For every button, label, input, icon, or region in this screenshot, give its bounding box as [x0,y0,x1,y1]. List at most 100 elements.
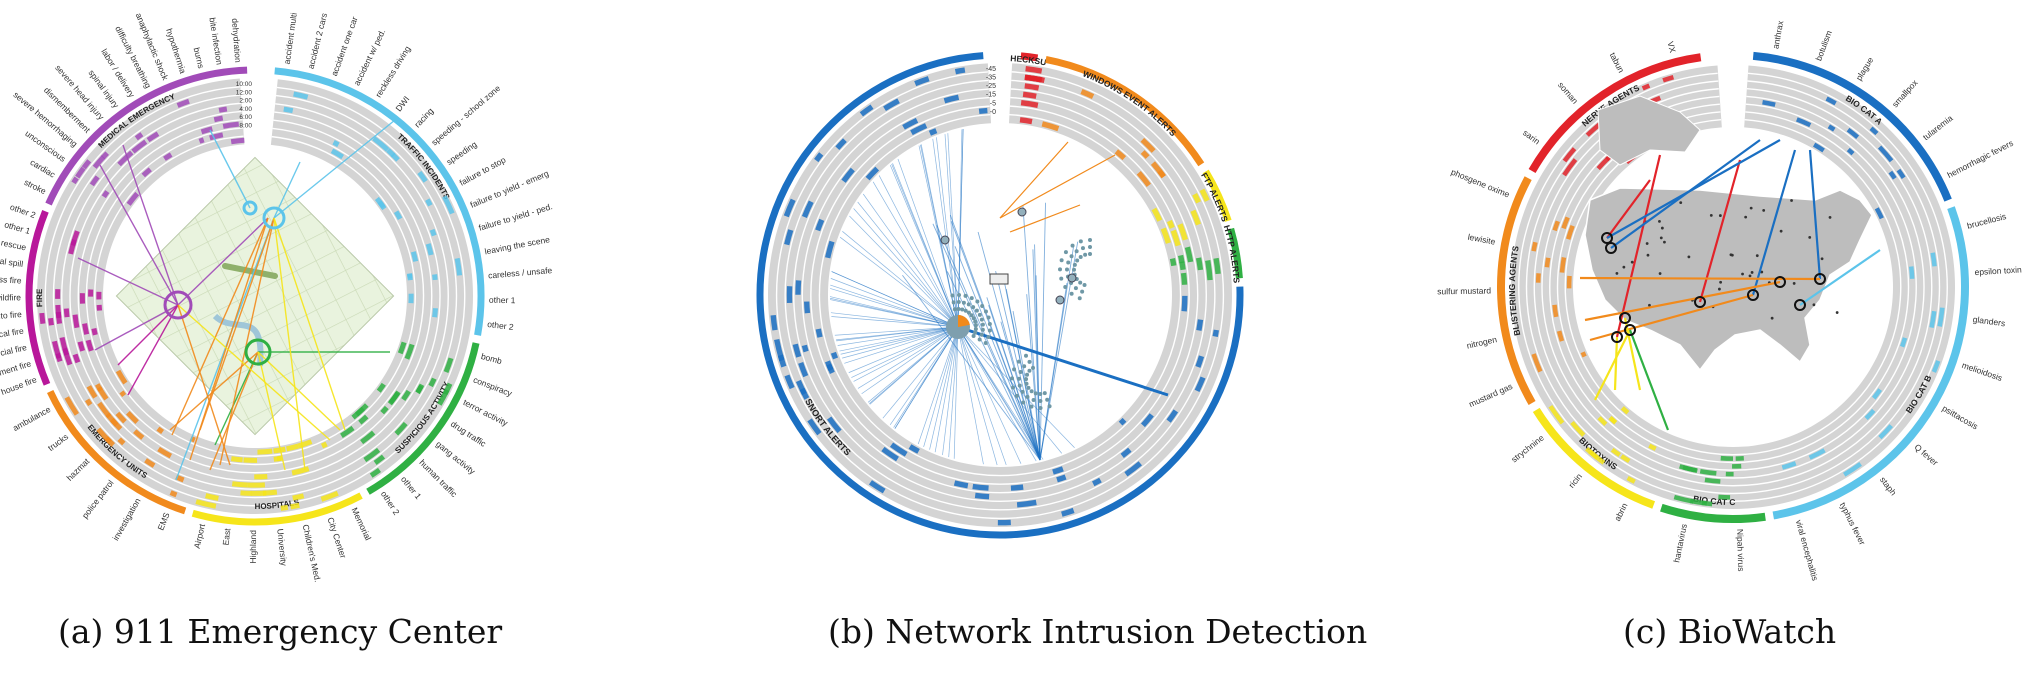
network-link [1009,204,1081,233]
event-mark [243,457,258,463]
event-mark [101,190,110,199]
category-label: chemical spill [0,252,24,269]
connection-line [214,351,259,446]
event-mark [1556,330,1565,342]
event-mark [96,427,112,444]
event-mark [1874,207,1884,220]
event-mark [1662,74,1675,83]
network-link [894,326,959,429]
event-mark [363,447,381,463]
network-link [957,326,1041,461]
event-mark [1024,74,1043,83]
event-mark [240,490,252,496]
network-host [950,293,955,298]
event-mark [1781,461,1797,470]
network-link [920,144,959,328]
network-host [1029,389,1034,394]
connection-line [177,217,269,306]
event-mark [826,416,842,434]
event-mark [807,418,822,436]
event-mark [1562,147,1577,163]
network-host [1031,397,1036,402]
network-link [954,246,1041,461]
network-link [948,326,959,458]
event-mark [432,308,438,318]
connection-line [1606,179,1651,239]
network-link [957,326,998,466]
event-mark [376,382,386,393]
network-link [957,326,1063,454]
map-location-marker [244,338,272,366]
event-mark [1641,83,1651,91]
connection-line [127,304,179,396]
ring-divider [44,86,466,507]
network-host [1020,389,1025,394]
network-host [1026,385,1031,390]
event-mark [825,240,835,259]
event-mark [815,218,825,232]
event-mark [1052,466,1064,475]
scale-label: -0 [990,109,996,116]
event-mark [841,167,855,183]
event-mark [417,170,428,183]
network-node [940,235,950,245]
event-mark [442,195,455,215]
group-arc [45,66,248,206]
network-link [857,326,959,389]
event-mark [1140,150,1150,159]
event-mark [117,150,134,167]
event-mark [91,328,98,336]
event-mark [332,140,340,148]
network-link [1005,288,1041,461]
event-mark [801,200,814,218]
network-link [853,326,959,382]
event-mark [77,341,86,352]
network-host [971,305,976,310]
network-host [1080,289,1085,294]
event-mark [798,361,809,378]
network-link [842,326,959,359]
network-link [836,326,959,342]
connection-line [273,119,396,219]
network-host [1024,377,1029,382]
connection-line [99,164,179,306]
group-arc [756,52,1244,539]
category-label: abrin [1612,501,1629,523]
network-host [1014,393,1019,398]
event-mark [432,274,438,281]
event-mark [157,446,173,459]
event-mark [55,304,62,319]
event-mark [801,344,809,353]
category-label: melioidosis [1961,360,2004,383]
time-tick-label: 10:00 [236,81,253,88]
city-dot [1659,236,1663,240]
event-mark [914,76,930,87]
network-host [1017,376,1022,381]
event-mark [358,414,369,425]
network-link [1039,202,1046,461]
category-label: bite infection [207,17,224,66]
ring-divider [69,110,441,482]
category-label: ambulance [11,404,52,433]
event-mark [1689,498,1708,506]
city-dot [1719,280,1723,284]
network-host [963,293,968,298]
category-label: sarin [1521,127,1542,146]
city-dot [1709,213,1713,217]
category-label: reckless driving [373,44,412,99]
event-mark [1562,158,1578,177]
event-mark [443,357,454,374]
ring-divider [1533,88,1933,487]
event-mark [1699,468,1717,476]
ring-band [767,63,1232,528]
connection-line [177,304,231,466]
category-label: strychnine [1509,432,1546,464]
event-mark [222,121,240,129]
event-mark [774,338,785,362]
event-mark [320,490,339,502]
event-mark [1929,310,1937,329]
category-label: anthrax [1770,19,1785,49]
network-link [902,275,1041,461]
event-mark [393,210,403,220]
event-mark [954,67,966,75]
